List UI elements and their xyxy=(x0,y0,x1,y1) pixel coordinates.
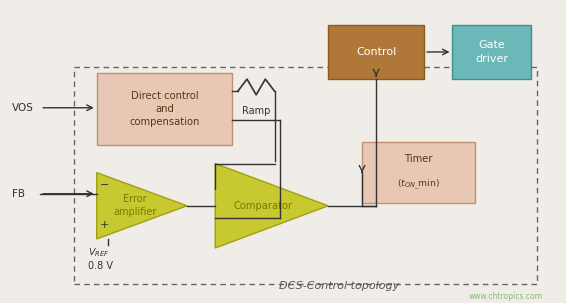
Bar xyxy=(97,73,232,145)
Bar xyxy=(452,25,531,79)
Text: +: + xyxy=(100,220,109,230)
Text: FB: FB xyxy=(12,189,25,199)
Text: Error
amplifier: Error amplifier xyxy=(113,194,156,217)
Polygon shape xyxy=(215,164,328,248)
Bar xyxy=(362,142,475,203)
Text: Direct control
and
compensation: Direct control and compensation xyxy=(129,91,200,128)
Text: Control: Control xyxy=(356,47,396,57)
Text: ($t_{ON\_}$min): ($t_{ON\_}$min) xyxy=(397,177,440,192)
Text: DCS-Control topology: DCS-Control topology xyxy=(280,281,400,291)
Text: 0.8 V: 0.8 V xyxy=(88,261,113,271)
Bar xyxy=(328,25,424,79)
Text: −: − xyxy=(100,180,109,190)
Text: www.chtropics.com: www.chtropics.com xyxy=(469,292,543,301)
Bar xyxy=(74,67,537,284)
Text: $V_{REF}$: $V_{REF}$ xyxy=(88,246,109,259)
Text: Timer: Timer xyxy=(404,154,433,164)
Text: Ramp: Ramp xyxy=(242,106,271,116)
Text: Gate
driver: Gate driver xyxy=(475,40,508,64)
Polygon shape xyxy=(97,173,187,239)
Text: VOS: VOS xyxy=(12,103,34,113)
Text: Comparator: Comparator xyxy=(233,201,292,211)
